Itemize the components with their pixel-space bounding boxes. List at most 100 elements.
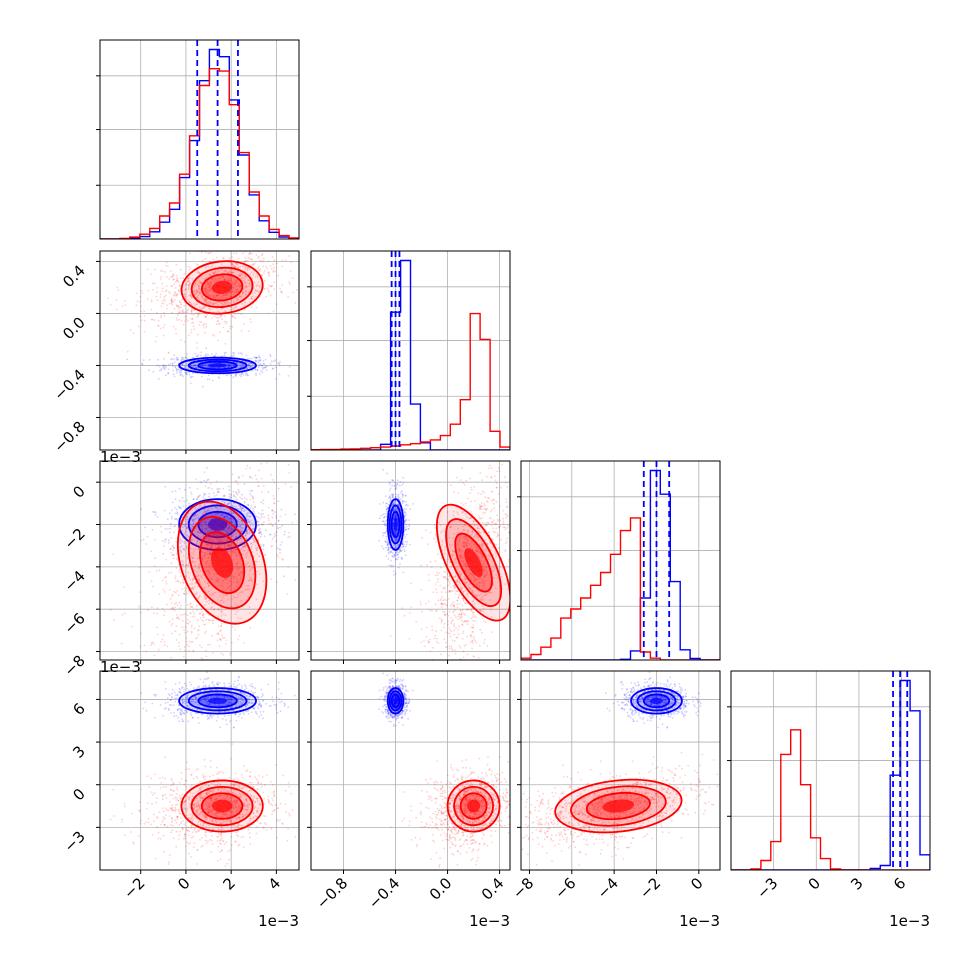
scatter-point: [206, 521, 209, 523]
scatter-point: [457, 492, 460, 494]
scatter-point: [217, 322, 220, 325]
scatter-point: [186, 643, 189, 646]
scatter-point: [151, 585, 154, 588]
scatter-point: [153, 511, 156, 514]
scatter-point: [165, 276, 168, 278]
scatter-point: [228, 527, 231, 530]
scatter-point: [252, 539, 255, 542]
scatter-point: [227, 279, 230, 282]
scatter-point: [394, 482, 397, 485]
scatter-point: [277, 500, 280, 502]
scatter-point: [244, 360, 247, 363]
scatter-point: [217, 491, 220, 494]
scatter-point: [167, 368, 170, 371]
scatter-point: [175, 541, 178, 543]
scatter-point: [130, 683, 132, 685]
scatter-point: [427, 573, 430, 576]
scatter-point: [256, 525, 259, 527]
scatter-point: [167, 352, 170, 355]
scatter-point: [206, 313, 209, 316]
scatter-point: [241, 353, 244, 355]
scatter-point: [216, 487, 219, 490]
scatter-point: [164, 541, 166, 544]
scatter-point: [207, 283, 209, 286]
scatter-point: [175, 508, 178, 511]
scatter-point: [234, 317, 237, 320]
scatter-point: [240, 375, 242, 378]
scatter-point: [156, 633, 159, 636]
scatter-point: [212, 593, 215, 596]
scatter-point: [215, 294, 218, 297]
scatter-point: [176, 305, 179, 308]
scatter-point: [211, 547, 213, 549]
scatter-point: [199, 522, 202, 524]
scatter-point: [209, 302, 212, 304]
scatter-point: [208, 562, 211, 565]
scatter-point: [198, 271, 201, 274]
scatter-point: [252, 507, 254, 510]
scatter-point: [226, 532, 229, 535]
scatter-point: [176, 368, 179, 371]
scatter-point: [237, 298, 239, 301]
scatter-point: [178, 318, 180, 321]
scatter-point: [271, 284, 273, 287]
scatter-point: [233, 505, 236, 508]
scatter-point: [247, 595, 250, 598]
scatter-point: [275, 366, 277, 369]
scatter-point: [230, 295, 233, 298]
scatter-point: [215, 295, 218, 297]
scatter-point: [140, 508, 143, 511]
scatter-point: [226, 531, 229, 534]
scatter-point: [222, 276, 225, 279]
scatter-point: [153, 643, 155, 645]
density-fill-red: [211, 280, 233, 294]
scatter-point: [223, 594, 225, 597]
scatter-point: [185, 318, 188, 321]
scatter-point: [205, 569, 208, 572]
scatter-point: [210, 294, 213, 297]
scatter-point: [172, 274, 175, 277]
scatter-point: [213, 533, 216, 536]
scatter-point: [239, 524, 242, 527]
scatter-point: [400, 556, 403, 559]
scatter-point: [167, 541, 170, 544]
scatter-point: [219, 277, 222, 280]
scatter-point: [190, 296, 192, 298]
scatter-point: [180, 319, 183, 322]
scatter-point: [257, 485, 259, 487]
scatter-point: [258, 523, 260, 526]
scatter-point: [239, 505, 242, 508]
scatter-point: [395, 493, 397, 496]
scatter-point: [248, 357, 251, 360]
scatter-point: [242, 292, 244, 294]
scatter-point: [237, 566, 240, 569]
scatter-point: [184, 315, 187, 318]
scatter-point: [215, 352, 218, 355]
scatter-point: [258, 531, 261, 534]
scatter-point: [164, 576, 167, 579]
scatter-point: [274, 522, 277, 525]
scatter-point: [203, 555, 206, 557]
hist-frame: [99, 39, 300, 240]
scatter-point: [190, 632, 193, 634]
scatter-point: [229, 355, 232, 358]
scatter-point: [201, 610, 204, 613]
scatter-point: [217, 616, 220, 619]
scatter-point: [257, 281, 260, 284]
scatter-point: [192, 522, 195, 525]
scatter-point: [166, 518, 169, 520]
scatter-point: [254, 295, 257, 298]
scatter-point: [404, 528, 407, 531]
scatter-point: [221, 263, 223, 266]
scatter-point: [236, 493, 239, 496]
scatter-point: [165, 294, 167, 297]
scatter-point: [192, 304, 195, 307]
scatter-point: [265, 295, 267, 298]
scatter-point: [163, 539, 166, 542]
scatter-point: [210, 507, 213, 510]
scatter-point: [170, 515, 173, 518]
scatter-point: [169, 597, 172, 600]
scatter-point: [247, 512, 250, 515]
scatter-point: [173, 292, 176, 294]
scatter-point: [175, 317, 178, 319]
